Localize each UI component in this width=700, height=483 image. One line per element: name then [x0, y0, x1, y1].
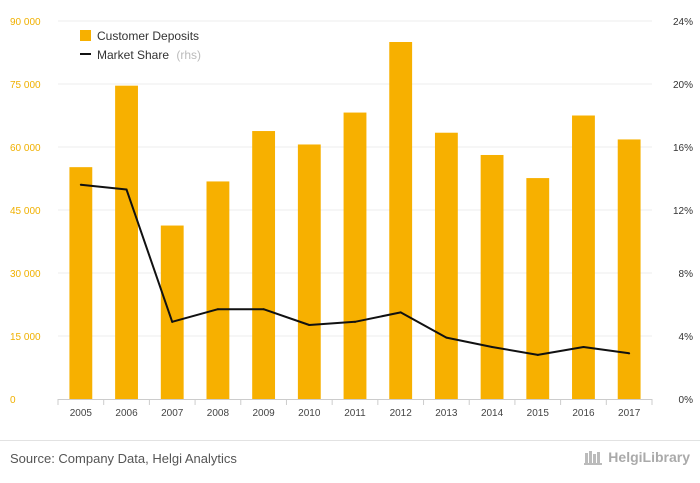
x-tick-label: 2009	[252, 408, 275, 419]
x-tick-label: 2008	[207, 408, 230, 419]
y-left-tick-label: 90 000	[10, 17, 41, 28]
market-share-point	[125, 188, 128, 191]
market-share-point	[491, 346, 494, 349]
market-share-point	[628, 352, 631, 355]
brand-logo[interactable]: HelgiLibrary	[584, 449, 690, 465]
bar	[160, 225, 184, 399]
x-tick-label: 2006	[115, 408, 138, 419]
x-tick-label: 2010	[298, 408, 321, 419]
x-tick-label: 2005	[70, 408, 93, 419]
legend-label-deposits[interactable]: Customer Deposits	[97, 29, 199, 43]
market-share-point	[262, 308, 265, 311]
market-share-point	[79, 183, 82, 186]
y-right-tick-label: 24%	[673, 17, 693, 28]
bar	[480, 154, 504, 399]
y-right-tick-label: 8%	[679, 269, 694, 280]
bar	[343, 112, 367, 399]
footer-divider	[0, 440, 700, 441]
y-right-tick-label: 16%	[673, 143, 693, 154]
market-share-point	[536, 353, 539, 356]
y-left-tick-label: 45 000	[10, 206, 41, 217]
legend-label-market-share[interactable]: Market Share (rhs)	[97, 48, 201, 62]
y-left-tick-label: 75 000	[10, 80, 41, 91]
y-right-tick-label: 20%	[673, 80, 693, 91]
library-icon	[584, 451, 603, 465]
x-tick-label: 2012	[390, 408, 413, 419]
chart: 0 15 000 30 000 45 000 60 000 75 000 90 000 0% 4…	[10, 17, 693, 419]
legend-market-share-suffix: (rhs)	[176, 48, 201, 62]
y-left-tick-label: 30 000	[10, 269, 41, 280]
bar	[115, 85, 138, 400]
x-tick-label: 2015	[527, 408, 550, 419]
y-right-tick-label: 4%	[679, 332, 694, 343]
y-right-tick-label: 0%	[679, 395, 694, 406]
legend: Customer Deposits Market Share (rhs)	[80, 29, 201, 62]
x-tick-label: 2014	[481, 408, 504, 419]
bar	[617, 139, 641, 399]
bar	[206, 181, 230, 399]
brand-name: HelgiLibrary	[608, 449, 690, 465]
y-left-tick-label: 60 000	[10, 143, 41, 154]
market-share-point	[216, 308, 219, 311]
market-share-point	[171, 320, 174, 323]
legend-market-share-name: Market Share	[97, 48, 169, 62]
market-share-point	[582, 346, 585, 349]
bar	[526, 178, 550, 399]
source-note: Source: Company Data, Helgi Analytics	[10, 451, 237, 466]
bar	[434, 132, 458, 399]
market-share-point	[445, 336, 448, 339]
bar	[297, 144, 321, 399]
legend-swatch-deposits	[80, 30, 91, 41]
y-left-tick-label: 0	[10, 395, 16, 406]
market-share-point	[399, 311, 402, 314]
x-tick-label: 2017	[618, 408, 641, 419]
y-right-tick-label: 12%	[673, 206, 693, 217]
market-share-point	[354, 320, 356, 323]
bar	[252, 131, 276, 400]
x-tick-label: 2007	[161, 408, 184, 419]
x-tick-label: 2016	[572, 408, 595, 419]
bar	[69, 167, 93, 399]
bar-series-customer-deposits	[69, 42, 641, 400]
bar	[389, 42, 413, 399]
x-tick-label: 2013	[435, 408, 458, 419]
axes: 0 15 000 30 000 45 000 60 000 75 000 90 000 0% 4…	[10, 17, 693, 419]
bar	[572, 115, 595, 399]
line-series-market-share	[79, 183, 631, 356]
x-tick-label: 2011	[344, 408, 366, 419]
market-share-point	[308, 323, 311, 326]
y-left-tick-label: 15 000	[10, 332, 41, 343]
